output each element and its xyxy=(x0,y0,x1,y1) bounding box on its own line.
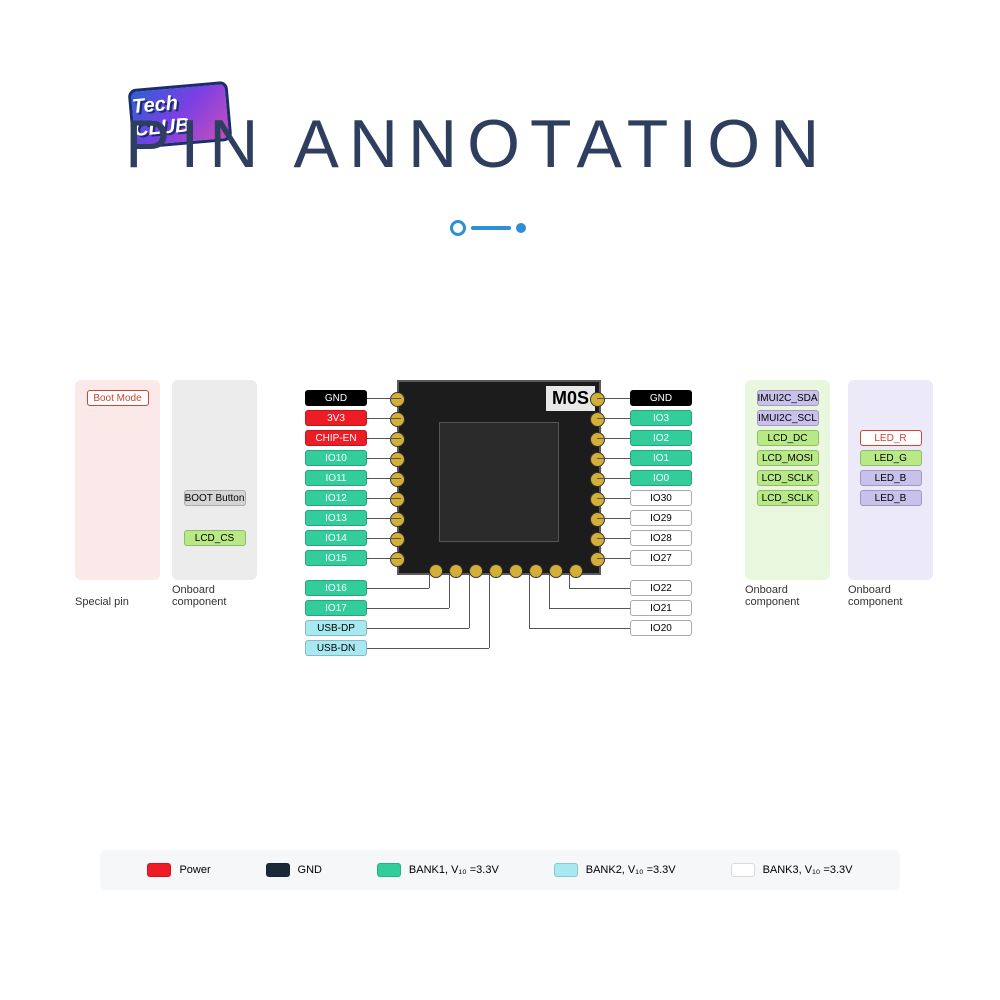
pin-right-IO27: IO27 xyxy=(630,550,692,566)
left-panel-onboard-item-LCD_CS: LCD_CS xyxy=(184,530,246,546)
chip-module: M0S xyxy=(397,380,601,575)
pin-right-IO0: IO0 xyxy=(630,470,692,486)
pin-right-IO3: IO3 xyxy=(630,410,692,426)
pin-left-IO10: IO10 xyxy=(305,450,367,466)
right-panel-onboard2-item-LED_B: LED_B xyxy=(860,470,922,486)
right-panel-onboard1-item-IMUI2C_SCL: IMUI2C_SCL xyxy=(757,410,819,426)
left-panel-special-item-Boot Mode: Boot Mode xyxy=(87,390,149,406)
left-panel-special-label: Special pin xyxy=(75,596,160,608)
left-panel-special: Special pin xyxy=(75,380,160,580)
right-panel-onboard2-item-LED_G: LED_G xyxy=(860,450,922,466)
chip-label: M0S xyxy=(546,386,595,411)
pin-right-IO30: IO30 xyxy=(630,490,692,506)
pin-left-CHIP-EN: CHIP-EN xyxy=(305,430,367,446)
pin-left-GND: GND xyxy=(305,390,367,406)
pin-right-IO29: IO29 xyxy=(630,510,692,526)
pin-left-IO14: IO14 xyxy=(305,530,367,546)
pin-left-IO13: IO13 xyxy=(305,510,367,526)
right-panel-onboard1-label: Onboard component xyxy=(745,584,830,608)
pin-left-3V3: 3V3 xyxy=(305,410,367,426)
right-panel-onboard1-item-LCD_SCLK: LCD_SCLK xyxy=(757,470,819,486)
legend-item-BANK2: BANK2, V₁₀ =3.3V xyxy=(554,863,676,877)
pin-rightbot-IO22: IO22 xyxy=(630,580,692,596)
pin-right-IO28: IO28 xyxy=(630,530,692,546)
right-panel-onboard2-label: Onboard component xyxy=(848,584,933,608)
title-divider xyxy=(450,220,526,236)
pin-leftbot-USB-DN: USB-DN xyxy=(305,640,367,656)
legend-item-GND: GND xyxy=(266,863,322,877)
legend-item-BANK1: BANK1, V₁₀ =3.3V xyxy=(377,863,499,877)
pin-rightbot-IO20: IO20 xyxy=(630,620,692,636)
right-panel-onboard1-item-LCD_MOSI: LCD_MOSI xyxy=(757,450,819,466)
pin-right-GND: GND xyxy=(630,390,692,406)
pin-right-IO1: IO1 xyxy=(630,450,692,466)
right-panel-onboard2-item-LED_R: LED_R xyxy=(860,430,922,446)
left-panel-onboard-label: Onboard component xyxy=(172,584,257,608)
pin-left-IO11: IO11 xyxy=(305,470,367,486)
pin-leftbot-IO16: IO16 xyxy=(305,580,367,596)
left-panel-onboard: Onboard component xyxy=(172,380,257,580)
right-panel-onboard2-item-LED_B: LED_B xyxy=(860,490,922,506)
right-panel-onboard1-item-IMUI2C_SDA: IMUI2C_SDA xyxy=(757,390,819,406)
pin-left-IO15: IO15 xyxy=(305,550,367,566)
legend-item-BANK3: BANK3, V₁₀ =3.3V xyxy=(731,863,853,877)
right-panel-onboard1-item-LCD_SCLK: LCD_SCLK xyxy=(757,490,819,506)
pin-right-IO2: IO2 xyxy=(630,430,692,446)
pin-leftbot-USB-DP: USB-DP xyxy=(305,620,367,636)
pin-left-IO12: IO12 xyxy=(305,490,367,506)
pin-rightbot-IO21: IO21 xyxy=(630,600,692,616)
pin-leftbot-IO17: IO17 xyxy=(305,600,367,616)
legend-item-Power: Power xyxy=(147,863,210,877)
left-panel-onboard-item-BOOT Button: BOOT Button xyxy=(184,490,246,506)
right-panel-onboard1-item-LCD_DC: LCD_DC xyxy=(757,430,819,446)
page-title: PIN ANNOTATION xyxy=(125,105,829,183)
legend: Power GND BANK1, V₁₀ =3.3V BANK2, V₁₀ =3.3V… xyxy=(100,850,900,890)
